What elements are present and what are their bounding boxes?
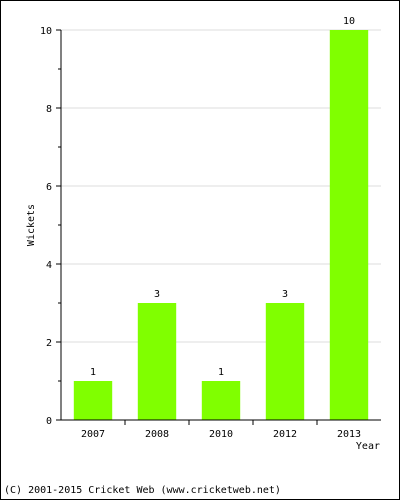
data-label: 3 bbox=[154, 289, 160, 300]
x-tick-label: 2010 bbox=[209, 429, 233, 440]
x-tick-label: 2008 bbox=[145, 429, 169, 440]
bar bbox=[265, 303, 305, 420]
x-tick-label: 2007 bbox=[81, 429, 105, 440]
x-tick-label: 2013 bbox=[337, 429, 361, 440]
bar bbox=[73, 381, 113, 420]
y-tick-label: 6 bbox=[46, 182, 52, 193]
labels: 0 2 4 6 8 10 1 2007 3 2008 1 2010 3 2012 10 2013 bbox=[40, 16, 361, 440]
y-axis-label: Wickets bbox=[26, 204, 37, 246]
data-label: 10 bbox=[343, 16, 355, 27]
grid-lines bbox=[61, 29, 381, 343]
data-label: 1 bbox=[90, 367, 96, 378]
y-tick-label: 4 bbox=[46, 260, 52, 271]
x-tick-label: 2012 bbox=[273, 429, 297, 440]
data-label: 3 bbox=[282, 289, 288, 300]
y-tick-label: 10 bbox=[40, 26, 52, 37]
data-label: 1 bbox=[218, 367, 224, 378]
bar bbox=[329, 30, 369, 420]
x-axis-label: Year bbox=[356, 441, 380, 452]
bars bbox=[73, 30, 369, 420]
bar bbox=[137, 303, 177, 420]
y-tick-label: 0 bbox=[46, 416, 52, 427]
y-tick-label: 2 bbox=[46, 338, 52, 349]
y-tick-label: 8 bbox=[46, 104, 52, 115]
bar bbox=[201, 381, 241, 420]
axes bbox=[56, 29, 381, 425]
copyright-footer: (C) 2001-2015 Cricket Web (www.cricketwe… bbox=[4, 485, 281, 496]
